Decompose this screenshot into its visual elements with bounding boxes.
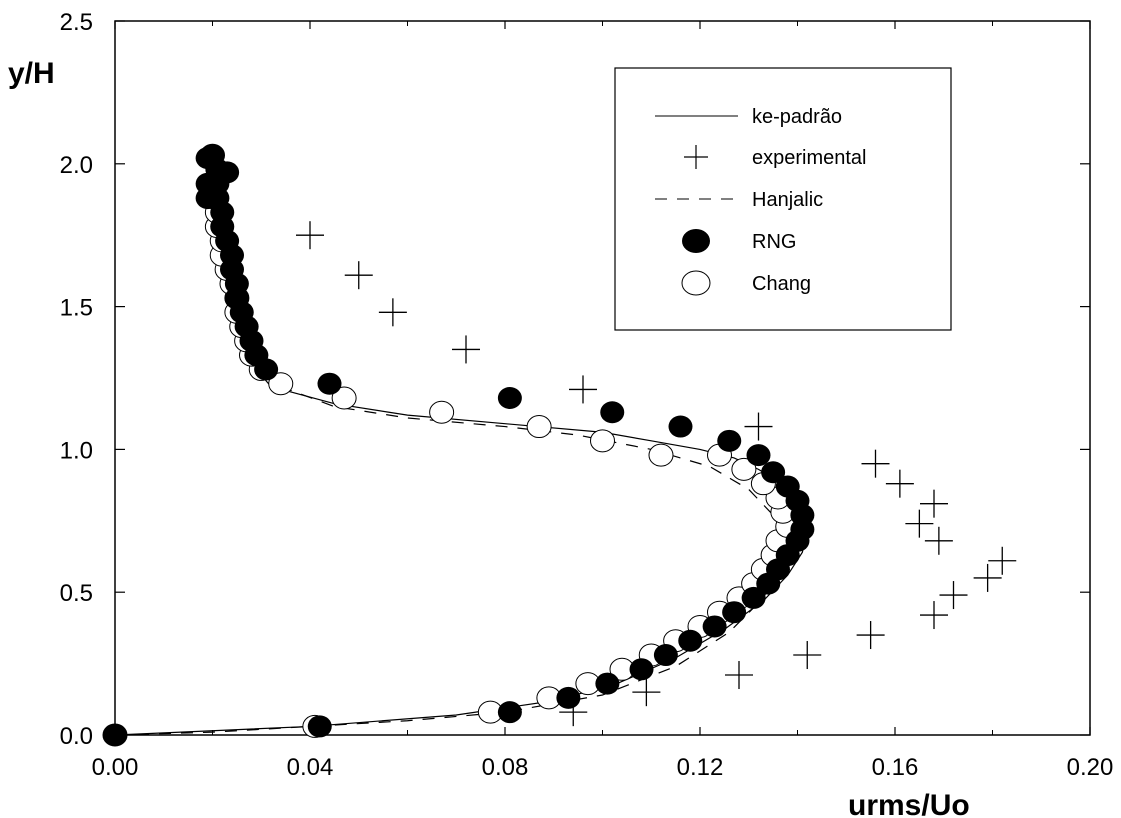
plus-marker xyxy=(296,221,324,250)
legend-label: Hanjalic xyxy=(752,189,823,211)
legend-entry-rng: RNG xyxy=(682,229,796,253)
plus-marker xyxy=(744,412,773,441)
y-tick-label: 1.5 xyxy=(60,295,93,322)
legend-entry-ke-padrao: ke-padrão xyxy=(655,106,842,128)
rng-marker xyxy=(717,429,742,452)
rng-marker xyxy=(629,658,654,681)
chang-marker xyxy=(731,457,757,481)
y-tick-label: 1.0 xyxy=(60,437,93,464)
legend-label: ke-padrão xyxy=(752,106,842,128)
rng-marker xyxy=(103,724,127,746)
chang-marker xyxy=(331,386,357,410)
x-tick-label: 0.20 xyxy=(1067,754,1114,781)
axis-ticks: 0.00 0.04 0.08 0.12 0.16 0.20 0.0 0.5 1.0 1.5 2.0 2… xyxy=(60,9,1114,781)
y-tick-label: 0.0 xyxy=(60,723,93,750)
plus-marker xyxy=(885,469,914,498)
rng-marker xyxy=(497,701,522,724)
plus-marker xyxy=(452,335,480,364)
y-tick-label: 2.0 xyxy=(60,152,93,179)
rng-marker xyxy=(195,187,220,210)
y-axis-title: y/H xyxy=(8,57,55,90)
series-rng xyxy=(103,144,815,746)
chang-marker xyxy=(648,443,674,467)
rng-marker xyxy=(746,444,771,467)
plus-marker xyxy=(725,661,753,690)
rng-marker xyxy=(722,601,747,624)
x-tick-label: 0.08 xyxy=(482,754,529,781)
plus-marker xyxy=(905,509,934,538)
y-tick-label: 2.5 xyxy=(60,9,93,36)
rng-marker xyxy=(497,386,522,409)
legend-open-circle-icon xyxy=(681,270,711,296)
legend-label: RNG xyxy=(752,231,796,253)
chang-marker xyxy=(268,372,294,396)
rng-marker xyxy=(595,672,620,695)
rng-marker xyxy=(761,461,786,484)
x-tick-label: 0.16 xyxy=(872,754,919,781)
legend-label: Chang xyxy=(752,273,811,295)
plus-marker xyxy=(939,581,968,610)
chang-marker xyxy=(429,400,455,424)
plus-marker xyxy=(988,546,1017,575)
x-axis-title: urms/Uo xyxy=(848,789,970,818)
rng-marker xyxy=(653,644,678,667)
plus-marker xyxy=(793,641,822,670)
chang-marker xyxy=(526,415,552,439)
legend-entry-experimental: experimental xyxy=(684,145,867,169)
rng-marker xyxy=(668,415,693,438)
plus-marker xyxy=(920,489,948,518)
plus-marker xyxy=(632,678,661,707)
rng-marker xyxy=(702,615,727,638)
x-tick-label: 0.04 xyxy=(287,754,334,781)
legend-plus-icon xyxy=(684,145,708,169)
rng-marker xyxy=(600,401,625,424)
rng-marker xyxy=(307,715,332,738)
legend-entry-chang: Chang xyxy=(681,270,811,296)
plus-marker xyxy=(924,526,953,555)
rng-marker xyxy=(775,475,800,498)
plus-marker xyxy=(378,298,407,327)
plus-marker xyxy=(861,449,890,478)
rng-marker xyxy=(317,372,342,395)
rng-marker xyxy=(556,686,581,709)
rng-marker xyxy=(678,629,703,652)
x-tick-label: 0.12 xyxy=(677,754,724,781)
rng-marker xyxy=(215,161,240,184)
series-experimental xyxy=(296,221,1017,727)
plus-marker xyxy=(344,261,373,290)
legend: ke-padrão experimental Hanjalic RNG Chan… xyxy=(614,67,952,331)
legend-entry-hanjalic: Hanjalic xyxy=(655,189,823,211)
plus-marker xyxy=(920,601,948,630)
x-tick-label: 0.00 xyxy=(92,754,139,781)
rng-marker xyxy=(741,586,766,609)
plus-marker xyxy=(973,563,1002,592)
plus-marker xyxy=(569,375,597,404)
legend-label: experimental xyxy=(752,147,867,169)
series-layer xyxy=(102,143,1017,747)
y-tick-label: 0.5 xyxy=(60,580,93,607)
rng-marker xyxy=(195,147,220,170)
plus-marker xyxy=(856,621,885,650)
legend-filled-circle-icon xyxy=(682,229,710,253)
legend-box xyxy=(614,67,952,331)
chang-marker xyxy=(590,429,615,453)
